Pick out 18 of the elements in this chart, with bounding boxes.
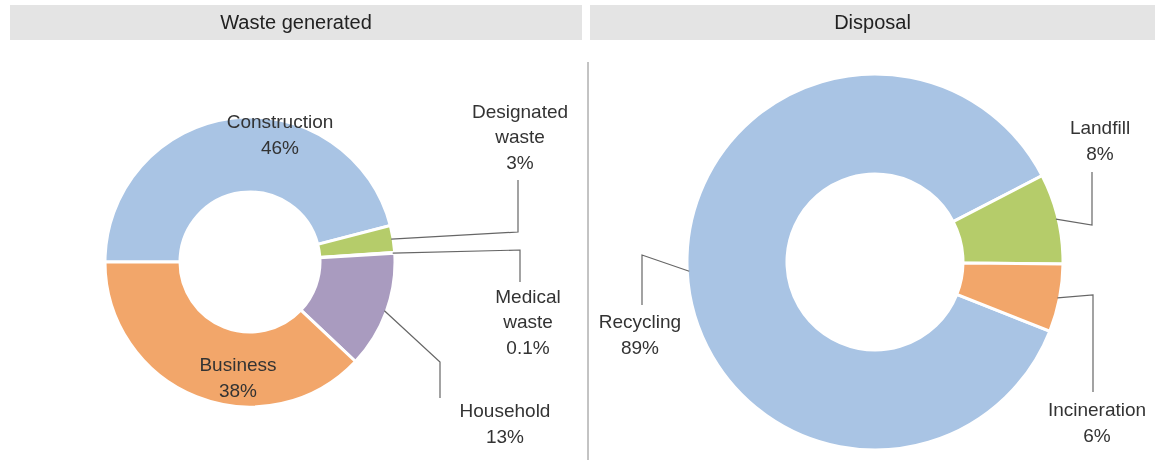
chart-title: Disposal bbox=[834, 11, 911, 33]
slice-label: Landfill bbox=[1069, 117, 1131, 138]
data-label: 6% bbox=[1083, 425, 1111, 446]
slice-label: Business bbox=[199, 354, 277, 375]
data-label: 0.1% bbox=[506, 337, 550, 358]
slice-label: Household bbox=[459, 400, 551, 421]
data-label: 89% bbox=[620, 337, 660, 358]
data-label: 3% bbox=[506, 152, 534, 173]
chart-title: Waste generated bbox=[220, 11, 372, 33]
slice-label: Medical waste bbox=[495, 286, 561, 332]
data-label: 8% bbox=[1086, 143, 1114, 164]
slice-label: Incineration bbox=[1047, 399, 1147, 420]
slice-label: Designated waste bbox=[471, 101, 569, 147]
data-label: 46% bbox=[260, 137, 300, 158]
data-label: 38% bbox=[218, 380, 258, 401]
slice-label: Recycling bbox=[598, 311, 682, 332]
slice-label: Construction bbox=[226, 111, 334, 132]
data-label: 13% bbox=[485, 426, 525, 447]
